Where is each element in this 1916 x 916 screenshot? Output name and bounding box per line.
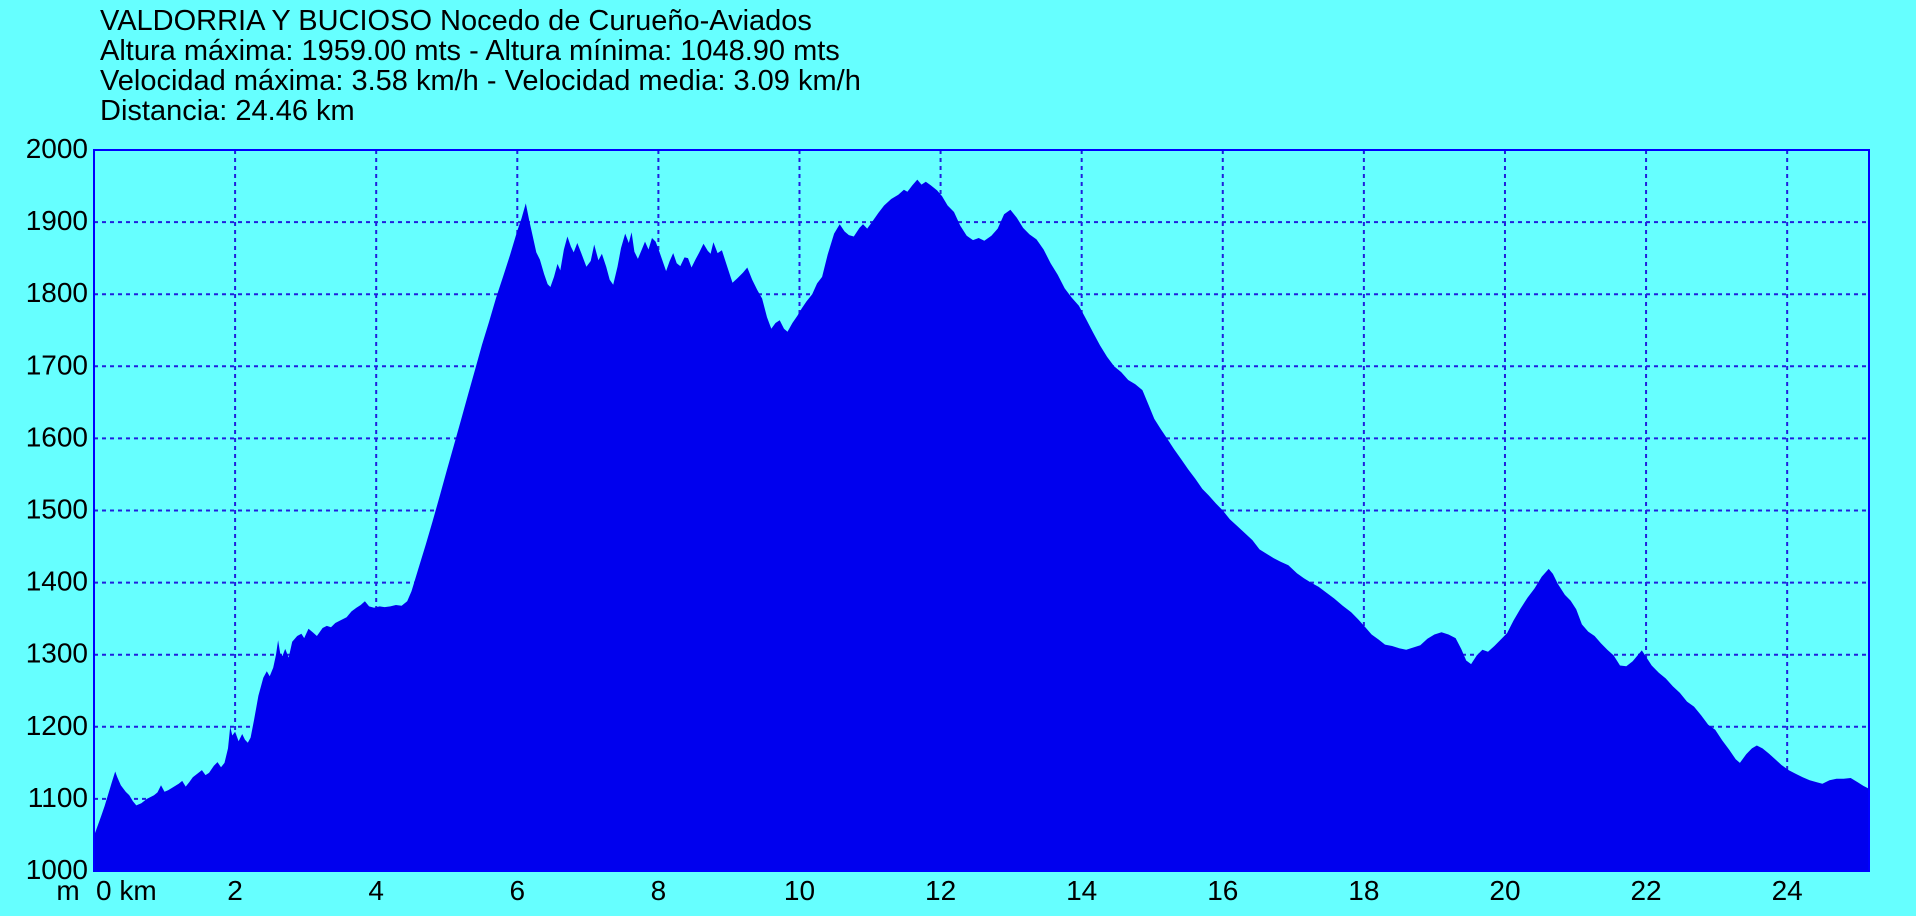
x-tick-label: 6	[510, 875, 526, 906]
x-tick-label: 12	[925, 875, 956, 906]
elevation-area	[94, 179, 1869, 872]
y-tick-label: 1400	[26, 566, 88, 597]
x-tick-label: 2	[227, 875, 243, 906]
y-axis-labels: 1000 1100 1200 1300 1400 1500 1600 1700 1800 1900…	[26, 133, 88, 885]
x-tick-label: 4	[368, 875, 384, 906]
y-tick-label: 1000	[26, 854, 88, 885]
y-tick-label: 1300	[26, 638, 88, 669]
y-tick-label: 1500	[26, 494, 88, 525]
x-tick-label: 20	[1489, 875, 1520, 906]
altitude-stats-line: Altura máxima: 1959.00 mts - Altura míni…	[100, 35, 840, 67]
page-title: VALDORRIA Y BUCIOSO Nocedo de Curueño-Av…	[100, 5, 812, 37]
y-tick-label: 2000	[26, 133, 88, 164]
x-tick-label: 16	[1207, 875, 1238, 906]
x-tick-label: 18	[1348, 875, 1379, 906]
x-tick-label-zero: 0 km	[96, 875, 157, 906]
x-tick-label: 22	[1630, 875, 1661, 906]
chart-header: VALDORRIA Y BUCIOSO Nocedo de Curueño-Av…	[100, 5, 861, 127]
y-axis-unit-label: m	[56, 875, 79, 906]
speed-stats-line: Velocidad máxima: 3.58 km/h - Velocidad …	[100, 65, 861, 97]
x-tick-label: 14	[1066, 875, 1097, 906]
distance-stats-line: Distancia: 24.46 km	[100, 95, 355, 127]
y-tick-label: 1700	[26, 349, 88, 380]
x-tick-label: 24	[1772, 875, 1803, 906]
y-tick-label: 1100	[28, 782, 88, 813]
x-tick-label: 10	[784, 875, 815, 906]
plot-border	[93, 149, 1870, 872]
y-tick-label: 1600	[26, 421, 88, 452]
y-tick-label: 1900	[26, 205, 88, 236]
y-tick-label: 1200	[26, 710, 88, 741]
y-tick-label: 1800	[26, 277, 88, 308]
x-tick-label: 8	[651, 875, 667, 906]
